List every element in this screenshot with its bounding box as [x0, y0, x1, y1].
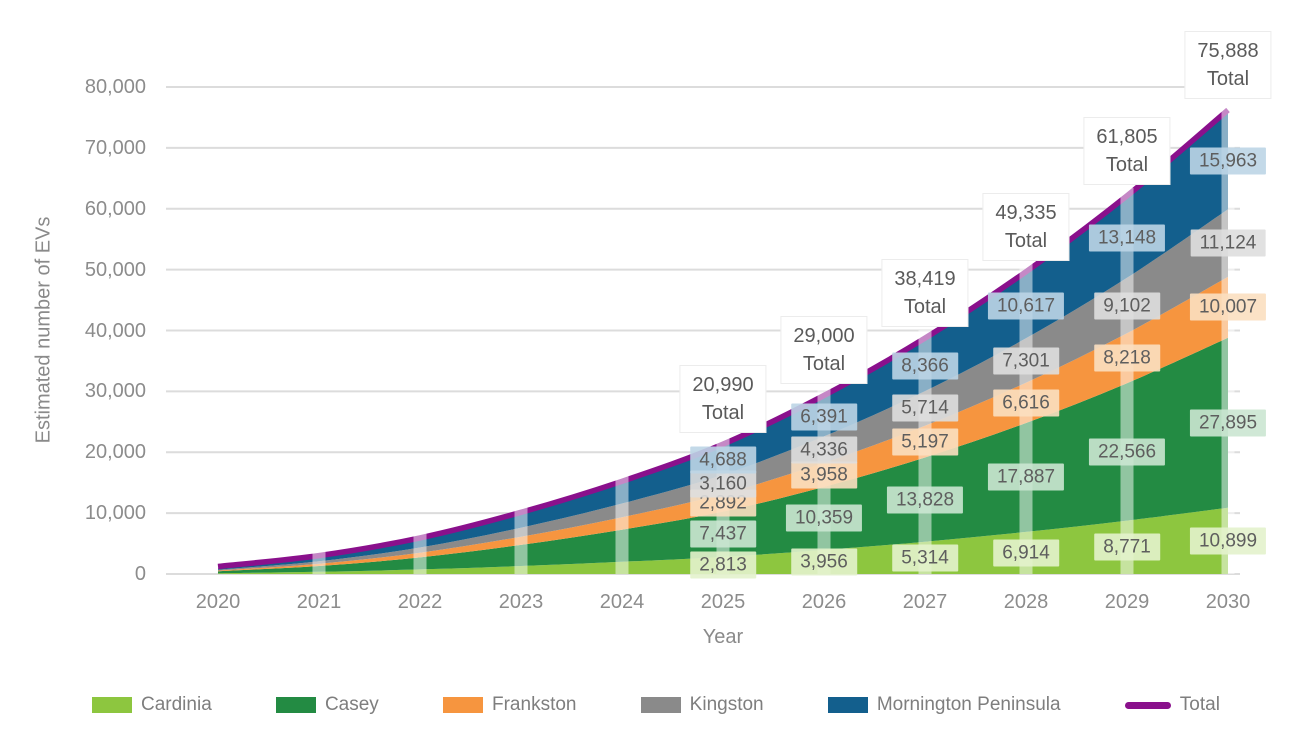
x-tick-label: 2021: [296, 591, 342, 613]
x-tick-label: 2020: [195, 591, 241, 613]
value-label: 22,566: [1088, 438, 1166, 466]
x-tick-label: 2022: [397, 591, 443, 613]
year-highlight-stripe: [312, 547, 326, 574]
value-label: 10,359: [785, 504, 863, 532]
legend-color-swatch: [275, 697, 316, 713]
value-label: 3,160: [690, 470, 756, 498]
y-tick-label: 50,000: [84, 258, 146, 281]
value-label: 5,197: [892, 428, 958, 456]
year-highlight-stripe: [413, 529, 427, 574]
total-word: Total: [1206, 68, 1250, 91]
y-tick-label: 10,000: [84, 502, 146, 525]
legend-item-cardinia: Cardinia: [92, 694, 212, 716]
x-tick-label: 2023: [498, 591, 544, 613]
y-tick-label: 0: [134, 563, 146, 585]
total-word: Total: [701, 402, 745, 425]
x-axis-title: Year: [702, 626, 744, 648]
value-label: 13,828: [886, 486, 964, 514]
year-highlight-stripe: [1019, 263, 1033, 574]
total-word: Total: [1105, 153, 1149, 176]
value-label: 15,963: [1189, 147, 1267, 175]
value-label: 3,958: [791, 461, 857, 489]
total-value: 29,000: [793, 325, 855, 348]
y-tick-label: 70,000: [84, 136, 146, 159]
value-label: 4,336: [791, 436, 857, 464]
value-label: 2,813: [690, 551, 756, 579]
value-label: 9,102: [1094, 292, 1160, 319]
value-label: 6,391: [791, 403, 857, 431]
x-tick-label: 2027: [902, 591, 948, 613]
total-label: 38,419 Total: [881, 259, 969, 328]
value-label: 6,616: [993, 389, 1059, 417]
y-tick-label: 40,000: [84, 319, 146, 342]
area-cardinia: [218, 507, 1228, 574]
total-label: 20,990 Total: [679, 365, 767, 434]
x-tick-label: 2024: [599, 591, 645, 613]
value-label: 3,956: [791, 548, 857, 576]
total-word: Total: [802, 353, 846, 376]
chart-legend: Cardinia Casey Frankston Kingston Mornington…: [92, 694, 1220, 716]
total-label: 29,000 Total: [780, 316, 868, 385]
legend-label: Total: [1179, 694, 1220, 715]
legend-color-swatch: [92, 697, 132, 713]
legend-item-casey: Casey: [275, 694, 379, 716]
value-label: 5,314: [892, 544, 958, 572]
total-value: 49,335: [995, 201, 1057, 224]
legend-label: Casey: [324, 694, 379, 715]
value-label: 8,218: [1094, 344, 1160, 372]
legend-label: Cardinia: [141, 694, 212, 715]
legend-color-swatch: [640, 697, 681, 713]
year-highlight-stripe: [1221, 102, 1235, 574]
value-label: 8,366: [892, 352, 958, 380]
x-tick-label: 2026: [801, 591, 847, 613]
value-label: 27,895: [1189, 409, 1267, 437]
y-tick-label: 20,000: [84, 441, 146, 464]
total-label: 49,335 Total: [982, 192, 1070, 261]
year-highlight-stripe: [615, 473, 629, 574]
total-value: 61,805: [1096, 125, 1158, 148]
legend-item-frankston: Frankston: [443, 694, 576, 716]
legend-label: Mornington Peninsula: [876, 694, 1061, 715]
value-label: 10,007: [1189, 293, 1267, 321]
value-label: 8,771: [1094, 533, 1160, 561]
legend-label: Kingston: [689, 694, 764, 715]
x-tick-label: 2028: [1003, 591, 1049, 613]
value-label: 5,714: [892, 394, 958, 422]
legend-line-swatch: [1124, 701, 1171, 709]
y-tick-label: 60,000: [84, 197, 146, 220]
legend-item-mornington-peninsula: Mornington Peninsula: [827, 694, 1061, 716]
legend-color-swatch: [443, 697, 483, 713]
legend-item-total: Total: [1124, 694, 1220, 716]
value-label: 4,688: [690, 446, 756, 474]
total-value: 75,888: [1197, 40, 1259, 63]
year-highlight-stripe: [1120, 187, 1134, 575]
x-tick-label: 2030: [1205, 591, 1251, 613]
total-label: 75,888 Total: [1184, 31, 1272, 100]
value-label: 10,899: [1189, 527, 1267, 555]
y-tick-label: 30,000: [84, 380, 146, 403]
y-tick-label: 80,000: [84, 76, 146, 98]
total-value: 38,419: [894, 268, 956, 291]
value-label: 11,124: [1190, 229, 1266, 257]
value-label: 7,301: [993, 347, 1059, 375]
value-label: 17,887: [987, 463, 1065, 491]
total-label: 61,805 Total: [1083, 116, 1171, 185]
value-label: 7,437: [690, 520, 756, 548]
value-label: 13,148: [1088, 224, 1166, 252]
total-word: Total: [1004, 229, 1048, 252]
y-axis-title: Estimated number of EVs: [32, 216, 55, 444]
area-casey: [218, 337, 1228, 574]
value-label: 6,914: [993, 539, 1059, 567]
legend-item-kingston: Kingston: [640, 694, 764, 716]
x-tick-label: 2025: [700, 591, 746, 613]
year-highlight-stripe: [514, 504, 528, 574]
value-label: 10,617: [987, 292, 1065, 320]
total-value: 20,990: [692, 374, 754, 397]
x-tick-label: 2029: [1104, 591, 1150, 613]
legend-color-swatch: [827, 697, 868, 713]
total-word: Total: [903, 296, 947, 319]
legend-label: Frankston: [492, 694, 577, 715]
